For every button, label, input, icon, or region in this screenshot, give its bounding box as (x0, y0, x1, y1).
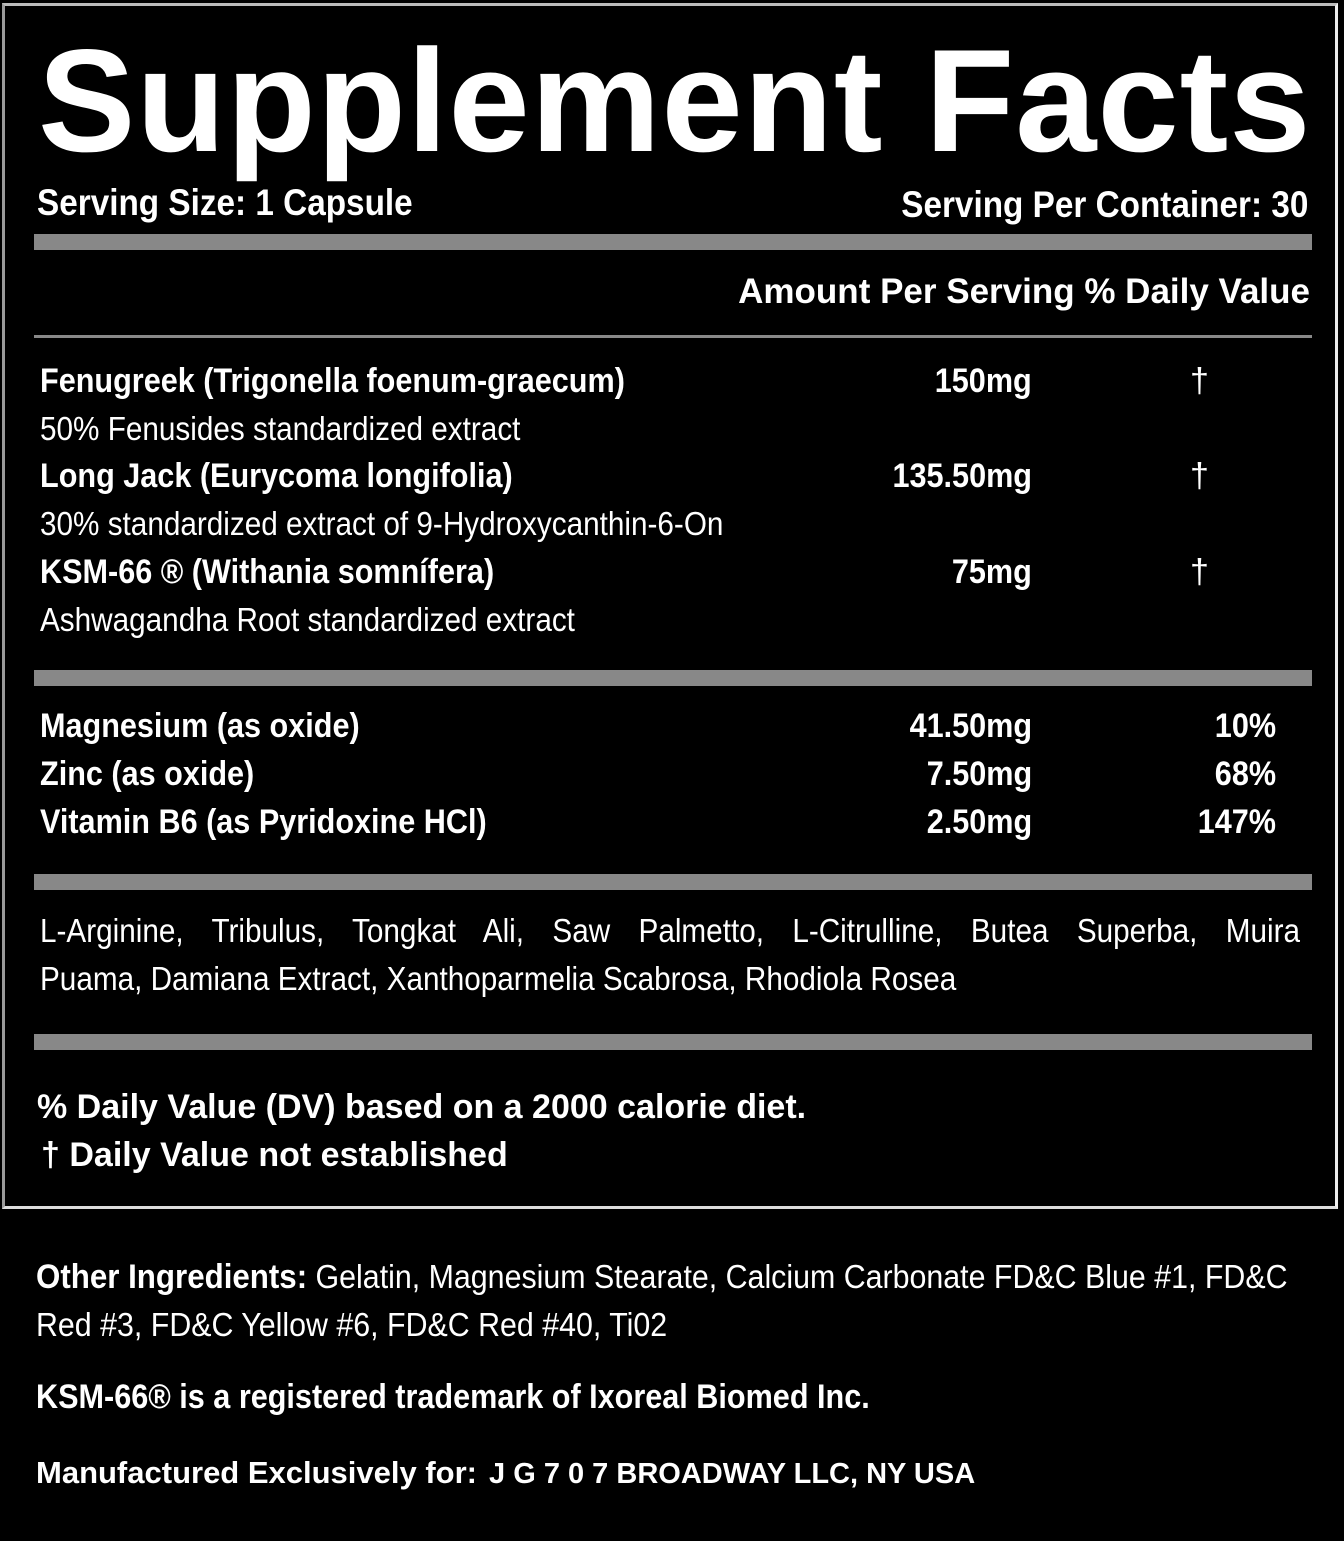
facts-panel-border (2, 3, 1338, 1209)
ingredient-name: KSM-66 ® (Withania somnífera) (40, 553, 495, 591)
manufacturer-name: J G 7 0 7 BROADWAY LLC, NY USA (489, 1458, 976, 1490)
servings-per-container: Serving Per Container: 30 (900, 184, 1308, 225)
ingredient-amount: 135.50mg (892, 457, 1033, 495)
footnote-dv: % Daily Value (DV) based on a 2000 calor… (37, 1088, 807, 1126)
mineral-dv: 10% (1214, 707, 1276, 745)
title: Supplement Facts (38, 19, 1312, 182)
column-header: Amount Per Serving % Daily Value (738, 272, 1310, 311)
divider (34, 234, 1312, 250)
ingredient-detail: 30% standardized extract of 9-Hydroxycan… (40, 505, 724, 542)
divider (34, 335, 1312, 338)
mineral-amount: 41.50mg (909, 707, 1032, 745)
divider (34, 874, 1312, 890)
ingredient-name: Fenugreek (Trigonella foenum-graecum) (40, 362, 625, 400)
ingredient-dv: † (1190, 553, 1209, 591)
ingredient-detail: 50% Fenusides standardized extract (40, 410, 521, 447)
blend-ingredients-line: Puama, Damiana Extract, Xanthoparmelia S… (40, 960, 957, 997)
other-ingredients-label: Other Ingredients: (36, 1258, 308, 1296)
mineral-amount: 7.50mg (926, 755, 1032, 793)
ingredient-amount: 150mg (935, 362, 1032, 400)
mineral-dv: 147% (1197, 803, 1276, 841)
serving-size: Serving Size: 1 Capsule (37, 182, 413, 223)
manufacturer-line: Manufactured Exclusively for: J G 7 0 7 … (36, 1457, 975, 1489)
mineral-amount: 2.50mg (926, 803, 1032, 841)
ingredient-name: Long Jack (Eurycoma longifolia) (40, 457, 513, 495)
blend-ingredients-line: L-Arginine, Tribulus, Tongkat Ali, Saw P… (40, 912, 1300, 949)
trademark-notice: KSM-66® is a registered trademark of Ixo… (36, 1378, 870, 1416)
footnote-dagger: † Daily Value not established (41, 1136, 508, 1174)
ingredient-detail: Ashwagandha Root standardized extract (40, 601, 575, 638)
mineral-name: Magnesium (as oxide) (40, 707, 360, 745)
divider (34, 1034, 1312, 1050)
mineral-name: Vitamin B6 (as Pyridoxine HCl) (40, 803, 487, 841)
other-ingredients-list: Gelatin, Magnesium Stearate, Calcium Car… (36, 1258, 1288, 1343)
divider (34, 670, 1312, 686)
manufacturer-label: Manufactured Exclusively for: (36, 1455, 478, 1490)
ingredient-dv: † (1190, 457, 1209, 495)
mineral-name: Zinc (as oxide) (40, 755, 255, 793)
other-ingredients: Other Ingredients: Gelatin, Magnesium St… (36, 1253, 1296, 1348)
mineral-dv: 68% (1214, 755, 1276, 793)
ingredient-dv: † (1190, 362, 1209, 400)
ingredient-amount: 75mg (952, 553, 1032, 591)
